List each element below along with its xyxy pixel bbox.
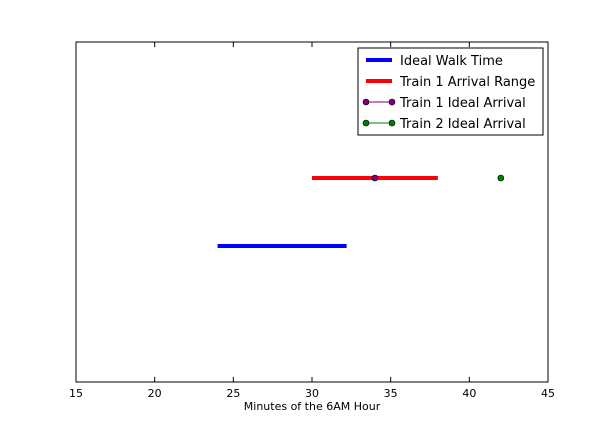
series-point-2 xyxy=(371,174,379,182)
x-tick-label: 25 xyxy=(226,387,240,400)
x-tick-label: 35 xyxy=(384,387,398,400)
x-axis-label: Minutes of the 6AM Hour xyxy=(244,400,381,413)
legend-marker xyxy=(388,119,396,127)
legend-label: Train 1 Arrival Range xyxy=(399,75,535,90)
x-tick-label: 45 xyxy=(541,387,555,400)
legend: Ideal Walk Time Train 1 Arrival Range Trai… xyxy=(357,47,544,136)
x-tick-label: 40 xyxy=(462,387,476,400)
x-tick-label: 15 xyxy=(69,387,83,400)
x-tick-label: 20 xyxy=(148,387,162,400)
legend-label: Train 1 Ideal Arrival xyxy=(399,96,526,111)
legend-label: Train 2 Ideal Arrival xyxy=(399,117,526,132)
legend-box xyxy=(357,47,544,136)
legend-marker xyxy=(362,98,370,106)
x-tick-label: 30 xyxy=(305,387,319,400)
legend-marker xyxy=(362,119,370,127)
x-axis-ticks: 15 20 25 30 35 40 45 xyxy=(69,42,555,400)
series-point-3 xyxy=(497,174,505,182)
legend-marker xyxy=(388,98,396,106)
legend-label: Ideal Walk Time xyxy=(400,54,503,69)
chart-marks xyxy=(217,174,505,248)
